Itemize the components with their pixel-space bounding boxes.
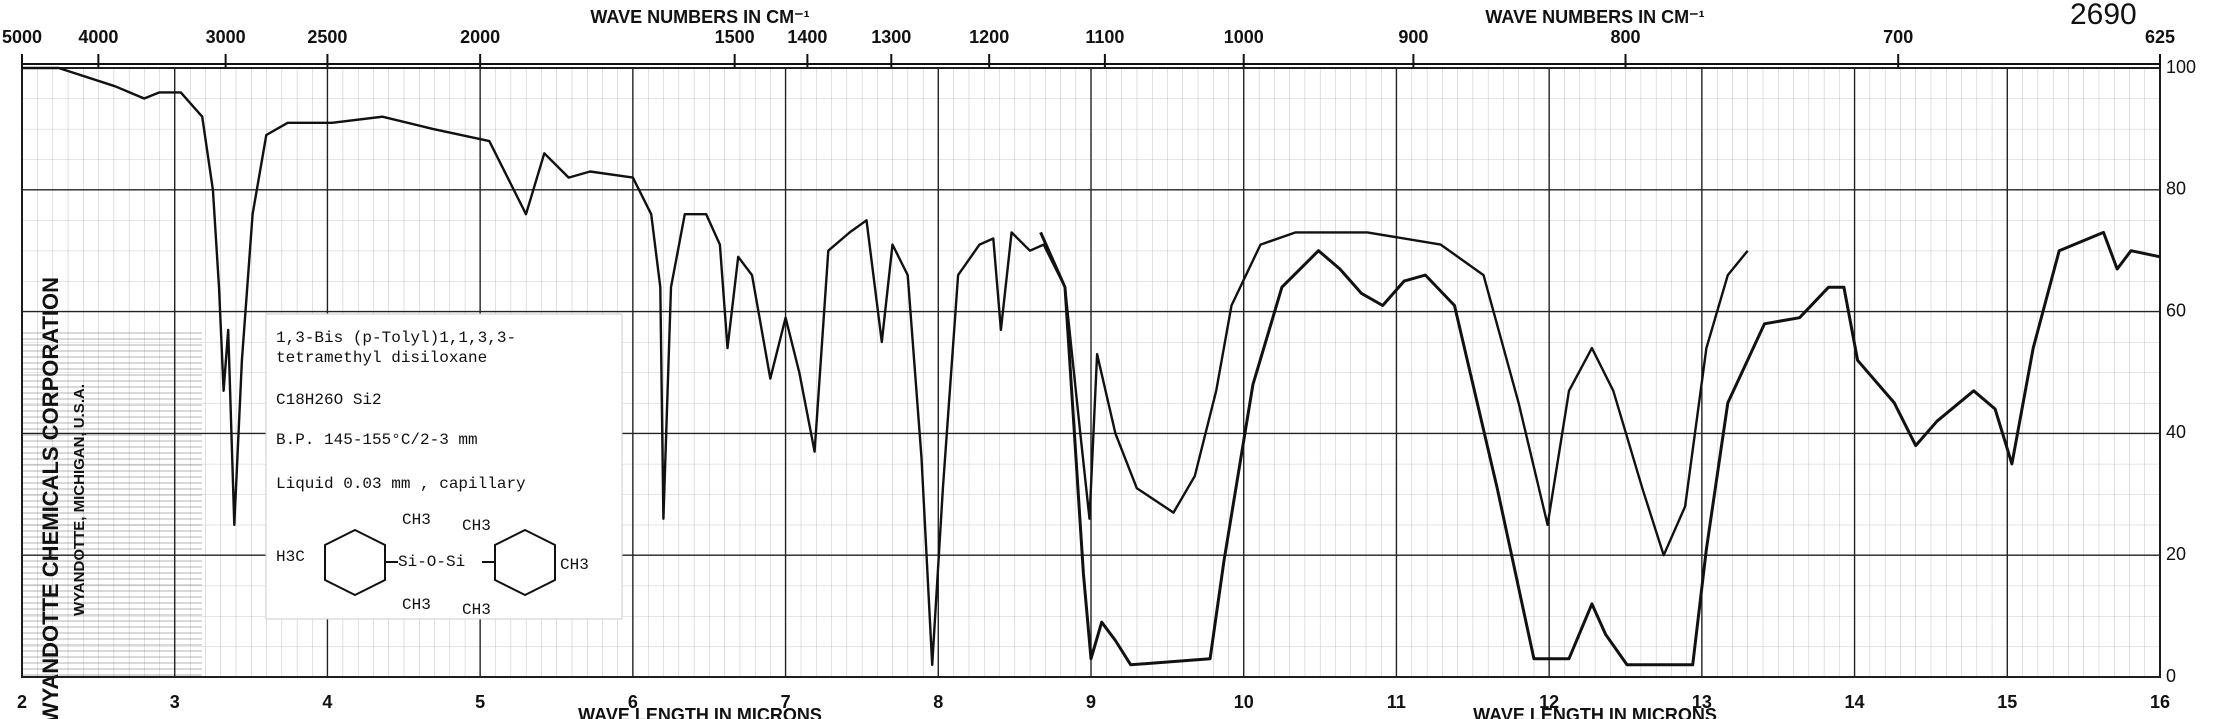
x-tick-label: 14 [1845,692,1865,712]
top-tick-label: 1100 [1085,27,1124,47]
top-axis-label: WAVE NUMBERS IN CM⁻¹ [1485,7,1704,27]
benzene-ring [324,528,386,597]
x-tick-label: 15 [1997,692,2017,712]
y-tick-label: 100 [2166,57,2196,77]
x-tick-label: 10 [1234,692,1254,712]
top-tick-label: 5000 [2,27,42,47]
x-tick-label: 4 [322,692,332,712]
benzene-ring [494,528,556,597]
x-tick-label: 8 [933,692,943,712]
top-tick-label: 1400 [787,27,827,47]
top-tick-label: 900 [1398,27,1428,47]
top-tick-label: 625 [2145,27,2175,47]
top-tick-label: 1300 [871,27,911,47]
top-tick-label: 1500 [715,27,755,47]
hatch-panel [22,330,202,677]
x-tick-label: 3 [170,692,180,712]
top-tick-label: 800 [1610,27,1640,47]
structure-label: Si-O-Si [398,553,465,571]
x-axis-label: WAVE LENGTH IN MICRONS [578,705,822,719]
x-tick-label: 9 [1086,692,1096,712]
top-tick-label: 1000 [1224,27,1264,47]
x-tick-label: 11 [1387,692,1406,712]
structure-label: H3C [276,548,305,566]
top-tick-label: 1200 [969,27,1009,47]
x-tick-label: 16 [2150,692,2170,712]
y-tick-label: 40 [2166,422,2186,442]
top-tick-label: 2000 [460,27,500,47]
top-tick-label: 3000 [206,27,246,47]
structure-label: CH3 [402,596,431,614]
x-tick-label: 7 [781,692,791,712]
compound-name: tetramethyl disiloxane [276,349,487,367]
structure-label: CH3 [462,517,491,535]
structure-label: CH3 [402,511,431,529]
boiling-point: B.P. 145-155°C/2-3 mm [276,431,478,449]
top-tick-label: 4000 [78,27,118,47]
y-tick-label: 0 [2166,666,2176,686]
spectrum-line [1039,230,2161,667]
x-tick-label: 6 [628,692,638,712]
y-tick-label: 60 [2166,300,2186,320]
x-tick-label: 5 [475,692,485,712]
top-axis-label: WAVE NUMBERS IN CM⁻¹ [590,7,809,27]
x-tick-label: 2 [17,692,27,712]
stamp: 2690 [2070,0,2137,31]
x-axis-label: WAVE LENGTH IN MICRONS [1473,705,1717,719]
sample: Liquid 0.03 mm , capillary [276,475,526,493]
spectrum-line [22,66,1749,666]
compound-name: 1,3-Bis (p-Tolyl)1,1,3,3- [276,329,516,347]
corporation-address: WYANDOTTE, MICHIGAN, U.S.A. [71,384,88,616]
structure-label: CH3 [462,601,491,619]
structure-label: CH3 [560,556,589,574]
x-tick-label: 12 [1539,692,1559,712]
y-tick-label: 20 [2166,544,2186,564]
y-tick-label: 80 [2166,179,2186,199]
formula: C18H26O Si2 [276,391,382,409]
corporation: WYANDOTTE CHEMICALS CORPORATION [38,277,63,719]
top-tick-label: 700 [1883,27,1913,47]
info-box: 1,3-Bis (p-Tolyl)1,1,3,3- tetramethyl di… [265,313,623,620]
top-tick-label: 2500 [307,27,347,47]
x-tick-label: 13 [1692,692,1712,712]
